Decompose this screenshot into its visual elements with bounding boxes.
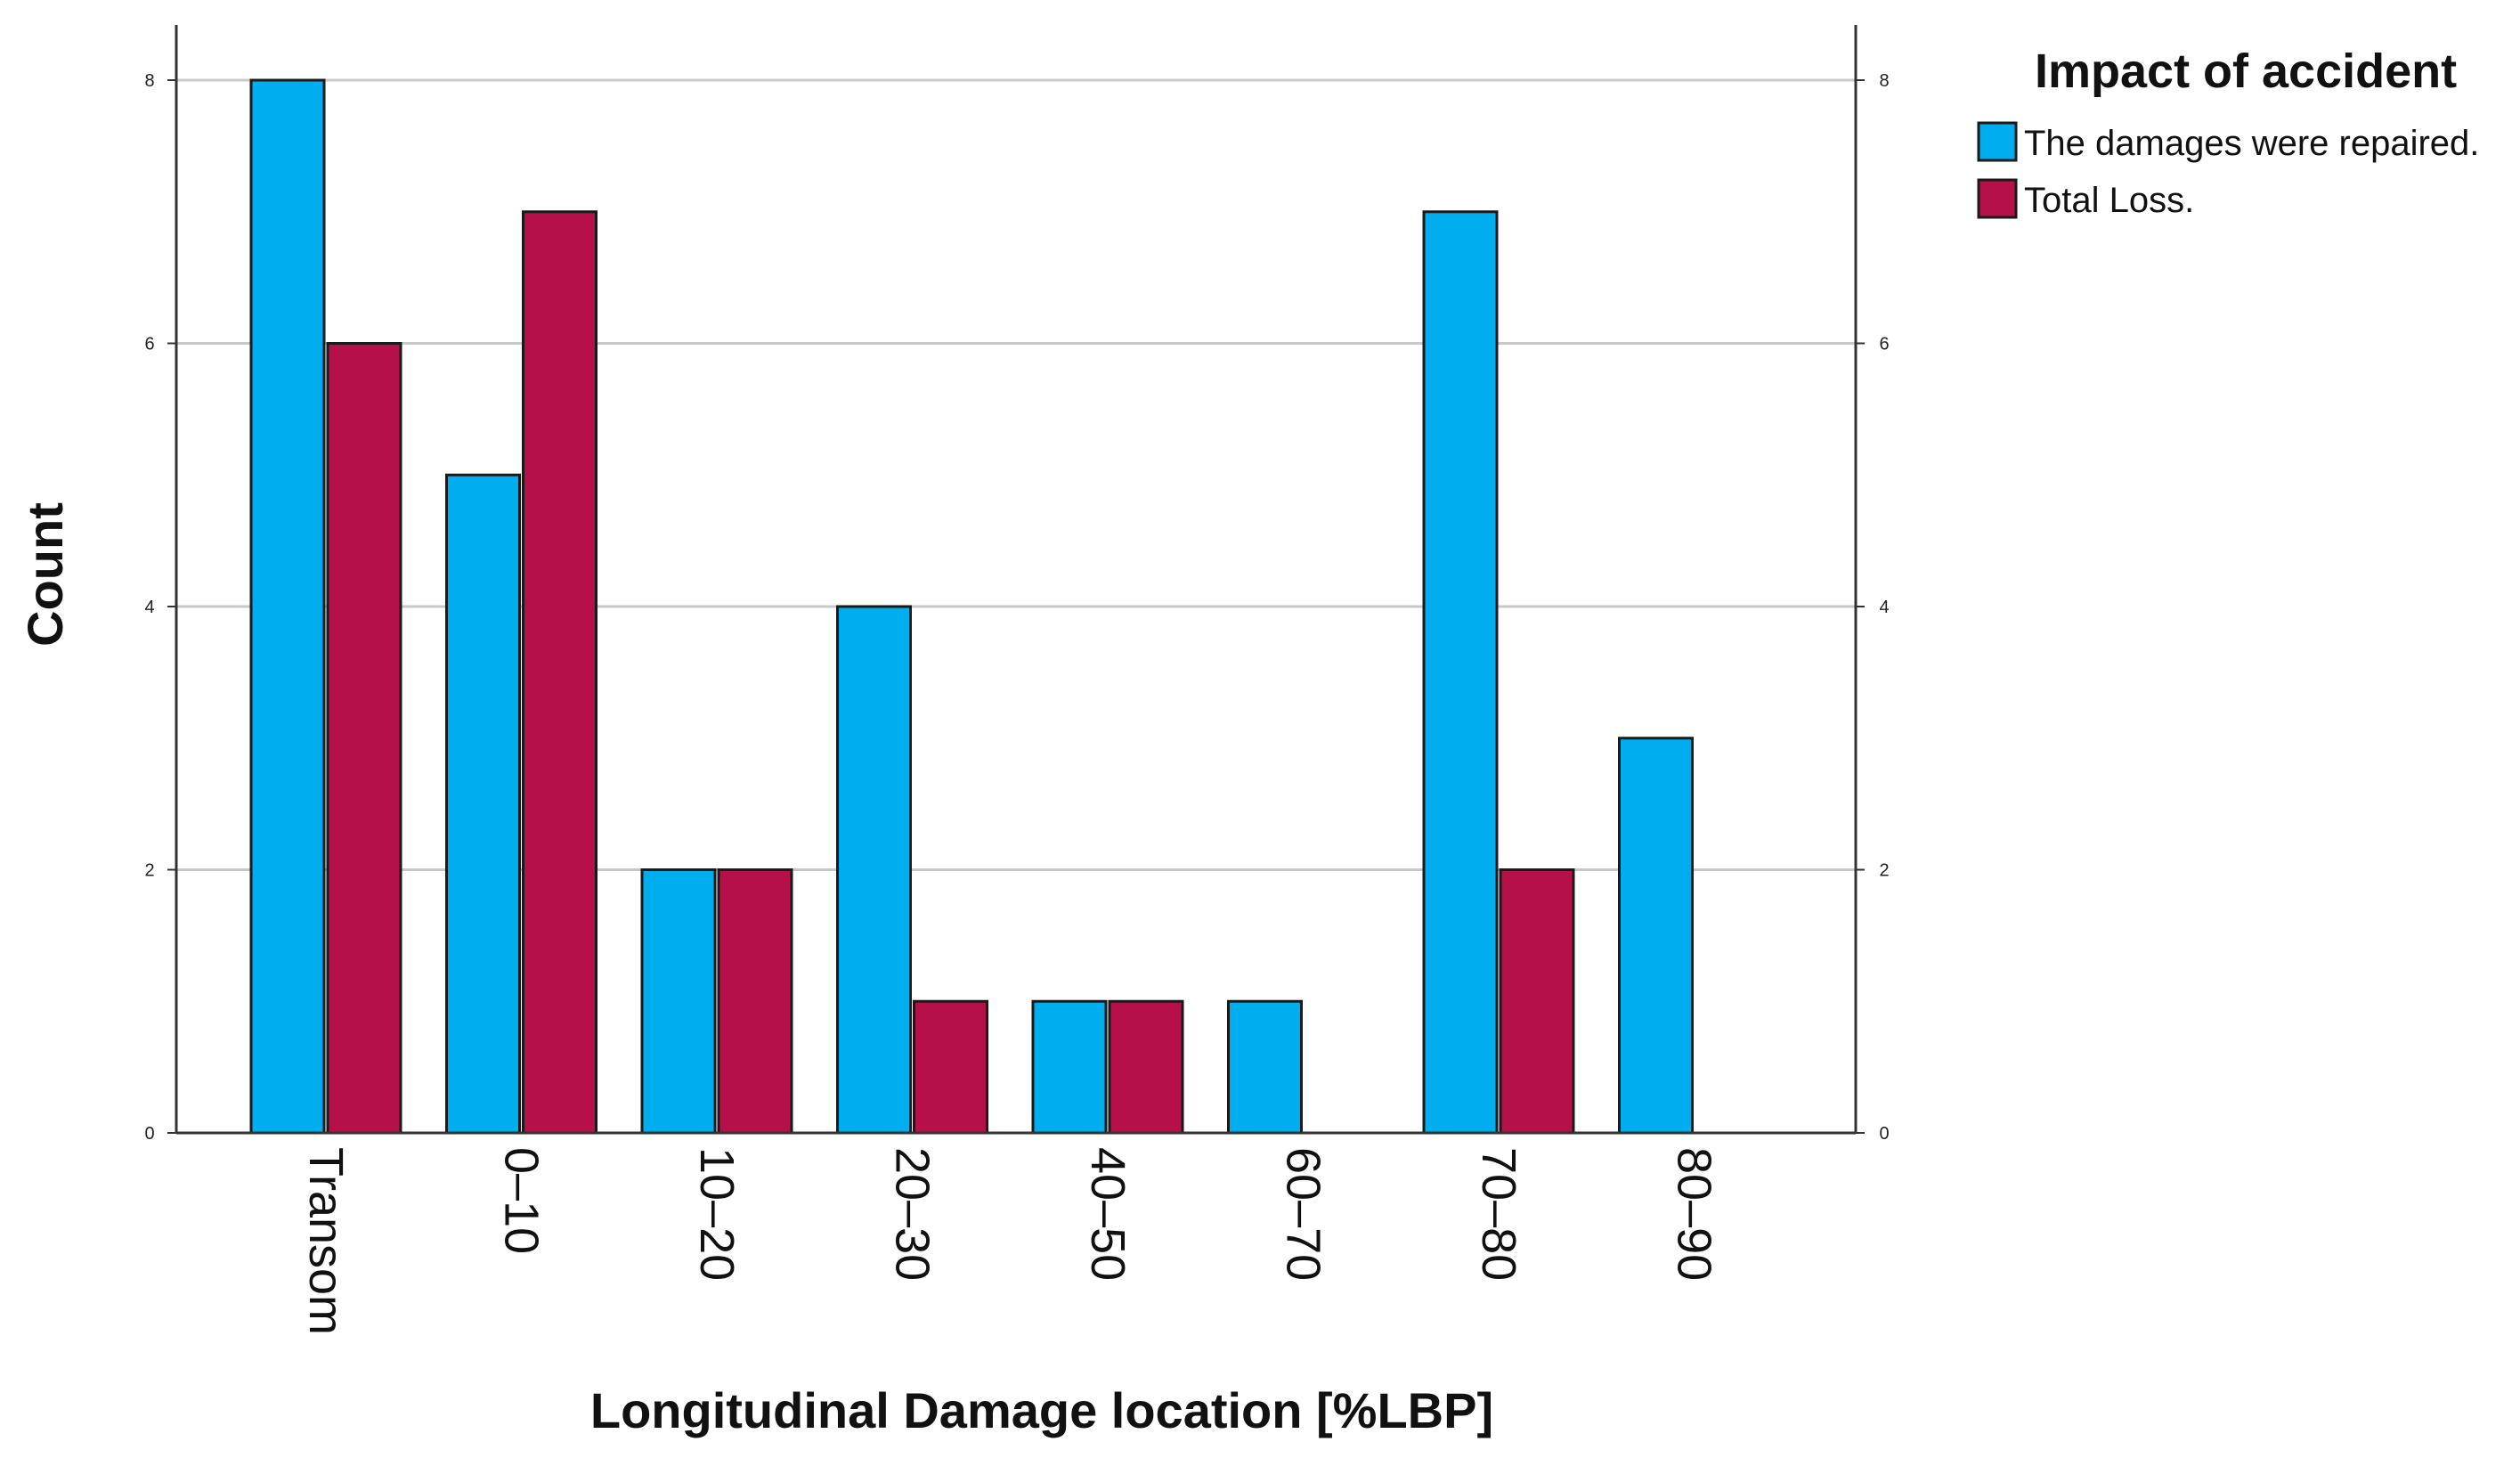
x-category-label: 40–50 bbox=[1081, 1147, 1134, 1281]
x-category-label: 20–30 bbox=[886, 1147, 939, 1281]
bar-total-loss-3 bbox=[913, 999, 988, 1135]
bar-total-loss-4 bbox=[1108, 999, 1184, 1135]
tick-labels: 0 0 2 2 4 4 6 6 8 8 bbox=[144, 71, 1889, 1144]
y-axis-title: Count bbox=[17, 502, 73, 647]
y-tick-label-left: 4 bbox=[144, 598, 154, 617]
bar-repaired-7 bbox=[1618, 737, 1694, 1135]
x-category-label: Transom bbox=[299, 1147, 353, 1335]
x-category-label: 10–20 bbox=[690, 1147, 744, 1281]
bar-repaired-1 bbox=[445, 473, 521, 1135]
bar-total-loss-1 bbox=[522, 210, 597, 1135]
bar-repaired-5 bbox=[1227, 999, 1303, 1135]
axes bbox=[167, 25, 1865, 1135]
legend-swatch-total-loss bbox=[1977, 178, 2018, 219]
legend-label-repaired: The damages were repaired. bbox=[2024, 124, 2479, 163]
bars bbox=[249, 78, 1694, 1135]
y-tick-label-left: 0 bbox=[144, 1124, 154, 1144]
bar-total-loss-6 bbox=[1499, 868, 1575, 1135]
x-category-label: 80–90 bbox=[1668, 1147, 1721, 1281]
y-tick-label-left: 2 bbox=[144, 861, 154, 881]
y-tick-label-left: 6 bbox=[144, 335, 154, 354]
bar-repaired-3 bbox=[836, 605, 912, 1135]
x-axis-title: Longitudinal Damage location [%LBP] bbox=[590, 1382, 1493, 1438]
y-tick-label-right: 8 bbox=[1879, 71, 1889, 91]
y-tick-label-right: 0 bbox=[1879, 1124, 1889, 1144]
x-category-label: 0–10 bbox=[495, 1147, 549, 1254]
legend-title: Impact of accident bbox=[2035, 45, 2457, 98]
bar-repaired-2 bbox=[640, 868, 717, 1135]
bar-repaired-6 bbox=[1422, 210, 1499, 1135]
legend-swatch-repaired bbox=[1977, 121, 2018, 162]
y-tick-label-right: 6 bbox=[1879, 335, 1889, 354]
y-tick-label-right: 4 bbox=[1879, 598, 1889, 617]
bar-total-loss-0 bbox=[326, 342, 402, 1135]
y-tick-label-left: 8 bbox=[144, 71, 154, 91]
x-category-label: 60–70 bbox=[1277, 1147, 1330, 1281]
x-category-label: 70–80 bbox=[1472, 1147, 1525, 1281]
y-tick-label-right: 2 bbox=[1879, 861, 1889, 881]
bar-total-loss-2 bbox=[717, 868, 793, 1135]
bar-repaired-0 bbox=[249, 78, 326, 1135]
legend: Impact of accident The damages were repa… bbox=[1977, 45, 2479, 220]
bar-repaired-4 bbox=[1031, 999, 1108, 1135]
category-labels: Transom 0–10 10–20 20–30 40–50 60–70 70–80 80–9… bbox=[299, 1147, 1721, 1335]
legend-label-total-loss: Total Loss. bbox=[2024, 181, 2194, 220]
legend-items: The damages were repaired. Total Loss. bbox=[1977, 121, 2479, 220]
